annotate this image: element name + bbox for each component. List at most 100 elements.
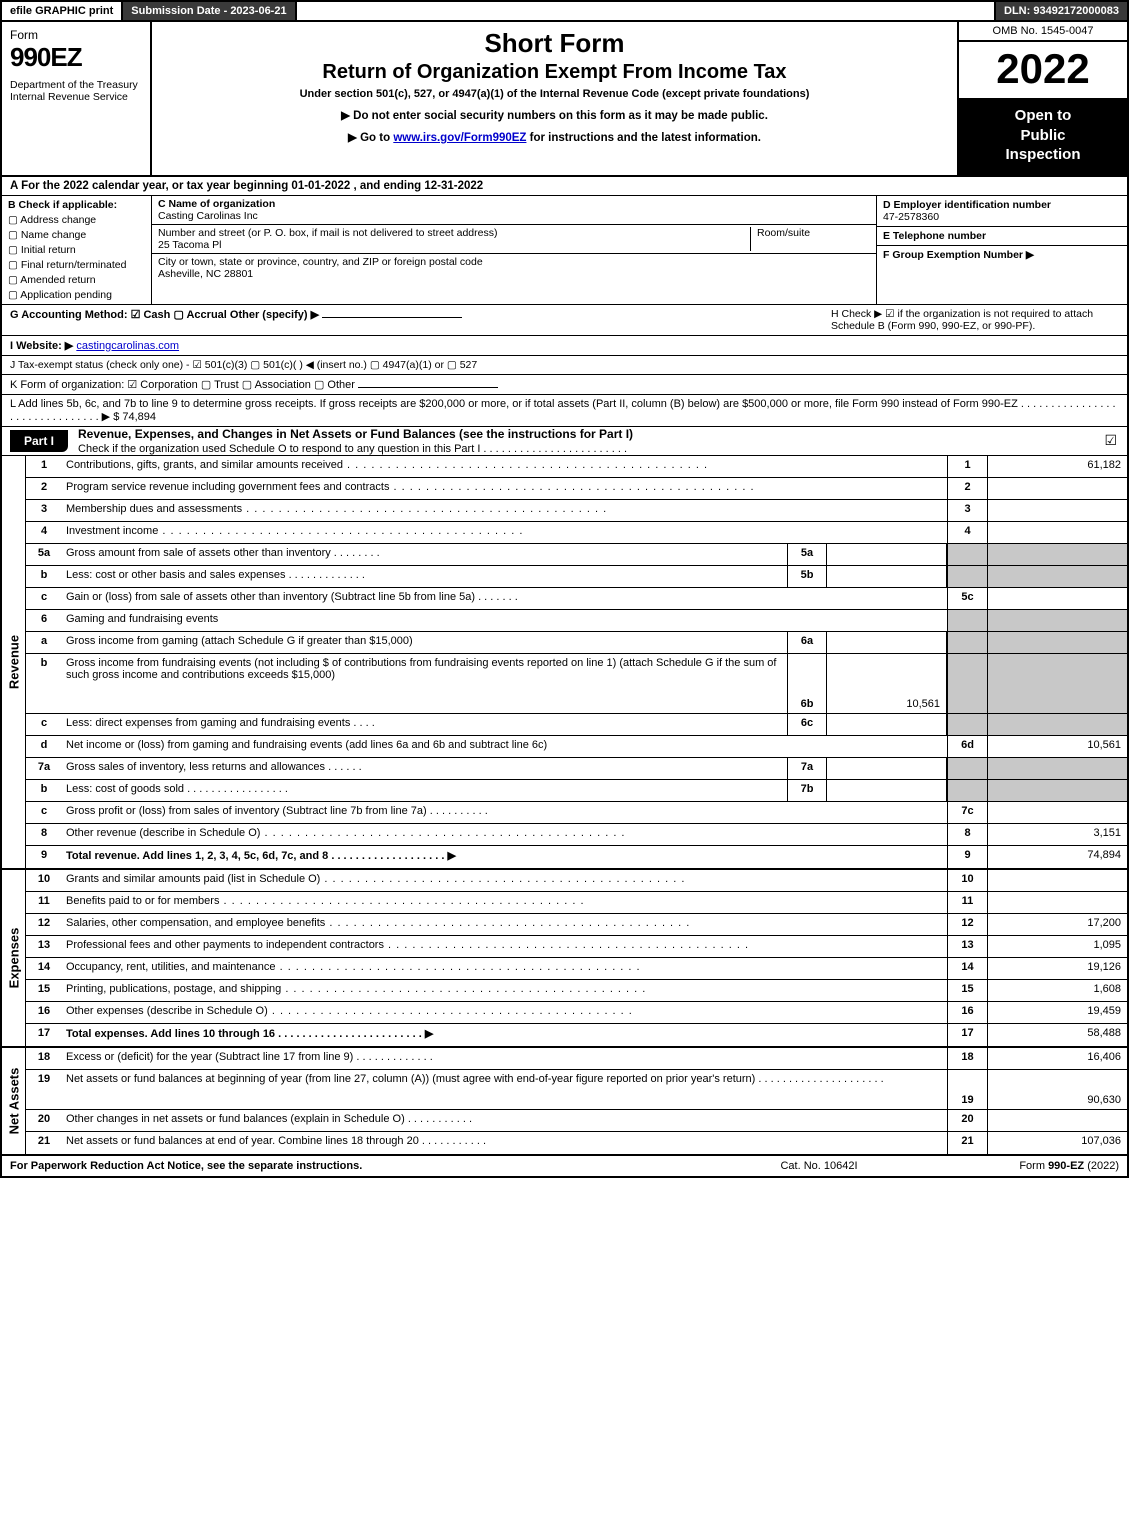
line-G-H: G Accounting Method: ☑ Cash ▢ Accrual Ot… <box>0 305 1129 336</box>
org-city: Asheville, NC 28801 <box>158 268 253 280</box>
C-name-label: C Name of organization <box>158 198 275 210</box>
row-6c: c Less: direct expenses from gaming and … <box>26 714 1127 736</box>
net-assets-section: Net Assets 18 Excess or (deficit) for th… <box>0 1048 1129 1156</box>
row-17: 17 Total expenses. Add lines 10 through … <box>26 1024 1127 1046</box>
efile-graphic-print[interactable]: efile GRAPHIC print <box>2 2 123 20</box>
F-cell: F Group Exemption Number ▶ <box>877 246 1127 304</box>
row-7c: c Gross profit or (loss) from sales of i… <box>26 802 1127 824</box>
title-short-form: Short Form <box>160 28 949 59</box>
submission-date: Submission Date - 2023-06-21 <box>123 2 296 20</box>
B-opt-address-change[interactable]: Address change <box>8 214 145 226</box>
B-opt-amended-return[interactable]: Amended return <box>8 274 145 286</box>
line-A: A For the 2022 calendar year, or tax yea… <box>0 177 1129 196</box>
E-cell: E Telephone number <box>877 227 1127 246</box>
row-13: 13 Professional fees and other payments … <box>26 936 1127 958</box>
amt-19: 90,630 <box>987 1070 1127 1109</box>
line-J: J Tax-exempt status (check only one) - ☑… <box>0 356 1129 375</box>
open-to-public: Open to Public Inspection <box>959 100 1127 175</box>
row-5a: 5a Gross amount from sale of assets othe… <box>26 544 1127 566</box>
irs-link[interactable]: www.irs.gov/Form990EZ <box>393 132 526 144</box>
I-label: I Website: ▶ <box>10 340 73 352</box>
row-8: 8 Other revenue (describe in Schedule O)… <box>26 824 1127 846</box>
note-goto: ▶ Go to www.irs.gov/Form990EZ for instru… <box>160 130 949 144</box>
form-header: Form 990EZ Department of the Treasury In… <box>0 22 1129 177</box>
org-street: 25 Tacoma Pl <box>158 239 221 251</box>
row-18: 18 Excess or (deficit) for the year (Sub… <box>26 1048 1127 1070</box>
amt-16: 19,459 <box>987 1002 1127 1023</box>
row-12: 12 Salaries, other compensation, and emp… <box>26 914 1127 936</box>
row-11: 11 Benefits paid to or for members 11 <box>26 892 1127 914</box>
part-1-title: Revenue, Expenses, and Changes in Net As… <box>68 427 1104 455</box>
B-opt-final-return[interactable]: Final return/terminated <box>8 259 145 271</box>
expenses-section: Expenses 10 Grants and similar amounts p… <box>0 870 1129 1048</box>
D-cell: D Employer identification number 47-2578… <box>877 196 1127 227</box>
C-city-cell: City or town, state or province, country… <box>152 254 876 282</box>
col-DEF: D Employer identification number 47-2578… <box>877 196 1127 304</box>
B-opt-initial-return[interactable]: Initial return <box>8 244 145 256</box>
amt-21: 107,036 <box>987 1132 1127 1154</box>
E-label: E Telephone number <box>883 230 986 242</box>
revenue-side-label: Revenue <box>2 456 26 868</box>
net-assets-side-label: Net Assets <box>2 1048 26 1154</box>
title-return: Return of Organization Exempt From Incom… <box>160 61 949 84</box>
row-9: 9 Total revenue. Add lines 1, 2, 3, 4, 5… <box>26 846 1127 868</box>
line-I: I Website: ▶ castingcarolinas.com <box>0 336 1129 356</box>
L-amount: 74,894 <box>122 411 156 423</box>
line-H: H Check ▶ ☑ if the organization is not r… <box>819 308 1119 332</box>
B-opt-application-pending[interactable]: Application pending <box>8 289 145 301</box>
note-ssn: ▶ Do not enter social security numbers o… <box>160 108 949 122</box>
part-1-header: Part I Revenue, Expenses, and Changes in… <box>0 427 1129 456</box>
department: Department of the Treasury Internal Reve… <box>10 79 142 103</box>
header-right: OMB No. 1545-0047 2022 Open to Public In… <box>957 22 1127 175</box>
C-street-label: Number and street (or P. O. box, if mail… <box>158 227 497 239</box>
D-label: D Employer identification number <box>883 199 1051 211</box>
line-L: L Add lines 5b, 6c, and 7b to line 9 to … <box>0 395 1129 427</box>
amt-6b: 10,561 <box>827 654 947 713</box>
L-text: L Add lines 5b, 6c, and 7b to line 9 to … <box>10 398 1116 423</box>
amt-1: 61,182 <box>987 456 1127 477</box>
K-text: K Form of organization: ☑ Corporation ▢ … <box>10 379 355 391</box>
part-1-sub: Check if the organization used Schedule … <box>78 443 627 455</box>
website-link[interactable]: castingcarolinas.com <box>76 340 179 352</box>
line-K: K Form of organization: ☑ Corporation ▢ … <box>0 375 1129 395</box>
expenses-side-label: Expenses <box>2 870 26 1046</box>
row-19: 19 Net assets or fund balances at beginn… <box>26 1070 1127 1110</box>
amt-13: 1,095 <box>987 936 1127 957</box>
org-name: Casting Carolinas Inc <box>158 210 258 222</box>
block-B-to-F: B Check if applicable: Address change Na… <box>0 196 1129 305</box>
col-C: C Name of organization Casting Carolinas… <box>152 196 877 304</box>
note-goto-pre: ▶ Go to <box>348 132 393 144</box>
dln: DLN: 93492172000083 <box>994 2 1127 20</box>
row-16: 16 Other expenses (describe in Schedule … <box>26 1002 1127 1024</box>
C-room-label: Room/suite <box>757 227 810 239</box>
amt-17: 58,488 <box>987 1024 1127 1046</box>
B-opt-name-change[interactable]: Name change <box>8 229 145 241</box>
row-6a: a Gross income from gaming (attach Sched… <box>26 632 1127 654</box>
footer-center: Cat. No. 10642I <box>719 1160 919 1172</box>
part-1-tag: Part I <box>10 430 68 452</box>
row-14: 14 Occupancy, rent, utilities, and maint… <box>26 958 1127 980</box>
part-1-checkbox[interactable]: ☑ <box>1104 432 1127 449</box>
topbar: efile GRAPHIC print Submission Date - 20… <box>0 0 1129 22</box>
footer-right: Form 990-EZ (2022) <box>919 1160 1119 1172</box>
header-center: Short Form Return of Organization Exempt… <box>152 22 957 175</box>
amt-15: 1,608 <box>987 980 1127 1001</box>
row-10: 10 Grants and similar amounts paid (list… <box>26 870 1127 892</box>
C-name-cell: C Name of organization Casting Carolinas… <box>152 196 876 225</box>
row-3: 3 Membership dues and assessments 3 <box>26 500 1127 522</box>
omb-number: OMB No. 1545-0047 <box>959 22 1127 42</box>
row-7b: b Less: cost of goods sold . . . . . . .… <box>26 780 1127 802</box>
row-21: 21 Net assets or fund balances at end of… <box>26 1132 1127 1154</box>
row-5b: b Less: cost or other basis and sales ex… <box>26 566 1127 588</box>
amt-8: 3,151 <box>987 824 1127 845</box>
row-4: 4 Investment income 4 <box>26 522 1127 544</box>
row-5c: c Gain or (loss) from sale of assets oth… <box>26 588 1127 610</box>
J-text: J Tax-exempt status (check only one) - ☑… <box>10 359 477 371</box>
page-footer: For Paperwork Reduction Act Notice, see … <box>0 1156 1129 1178</box>
row-20: 20 Other changes in net assets or fund b… <box>26 1110 1127 1132</box>
amt-9: 74,894 <box>987 846 1127 868</box>
line-G: G Accounting Method: ☑ Cash ▢ Accrual Ot… <box>10 308 819 332</box>
footer-left: For Paperwork Reduction Act Notice, see … <box>10 1160 719 1172</box>
form-word: Form <box>10 28 142 42</box>
tax-year: 2022 <box>959 42 1127 100</box>
